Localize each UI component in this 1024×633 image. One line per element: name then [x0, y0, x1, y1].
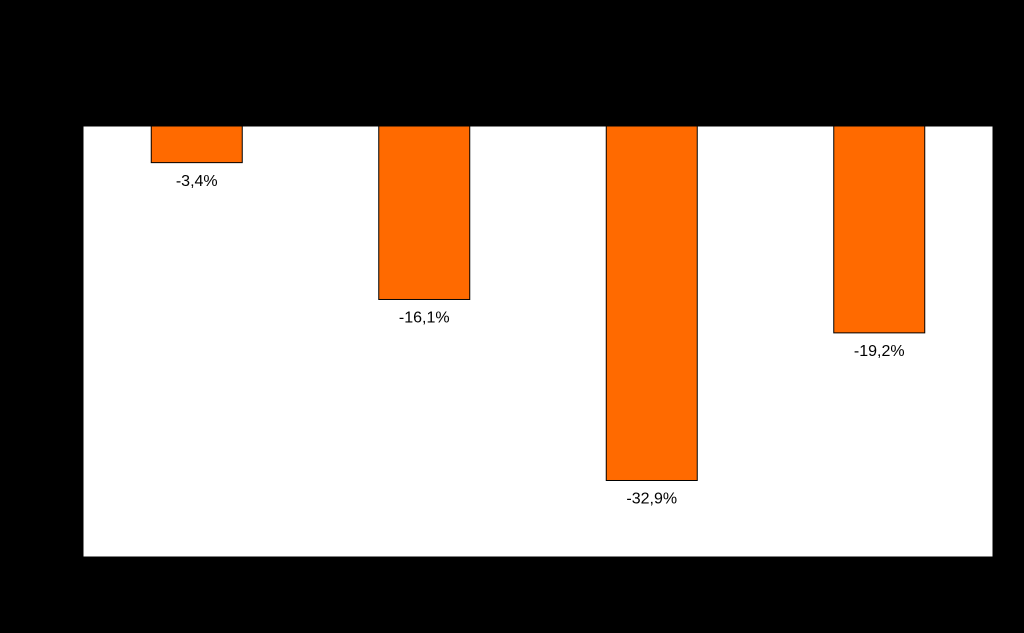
bar: [378, 125, 471, 300]
value-label: -32,9%: [626, 491, 677, 508]
value-label: -3,4%: [176, 173, 218, 190]
bar: [150, 125, 243, 164]
bar: [605, 125, 698, 481]
value-label: -16,1%: [399, 310, 450, 327]
value-label: -19,2%: [854, 343, 905, 360]
bar: [833, 125, 926, 334]
